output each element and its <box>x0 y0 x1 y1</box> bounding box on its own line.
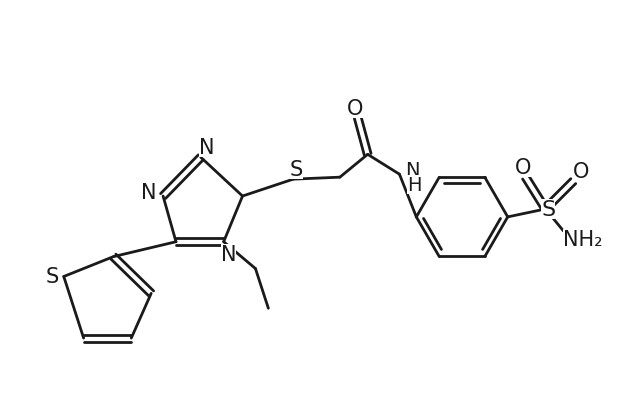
Text: N: N <box>221 244 236 264</box>
Text: S: S <box>541 199 556 220</box>
Text: O: O <box>515 158 531 178</box>
Text: H: H <box>408 175 422 194</box>
Text: S: S <box>45 267 58 287</box>
Text: NH₂: NH₂ <box>563 229 603 249</box>
Text: S: S <box>289 160 303 180</box>
Text: N: N <box>405 160 420 179</box>
Text: N: N <box>199 138 214 158</box>
Text: O: O <box>573 162 589 182</box>
Text: O: O <box>347 98 363 118</box>
Text: N: N <box>141 183 157 202</box>
